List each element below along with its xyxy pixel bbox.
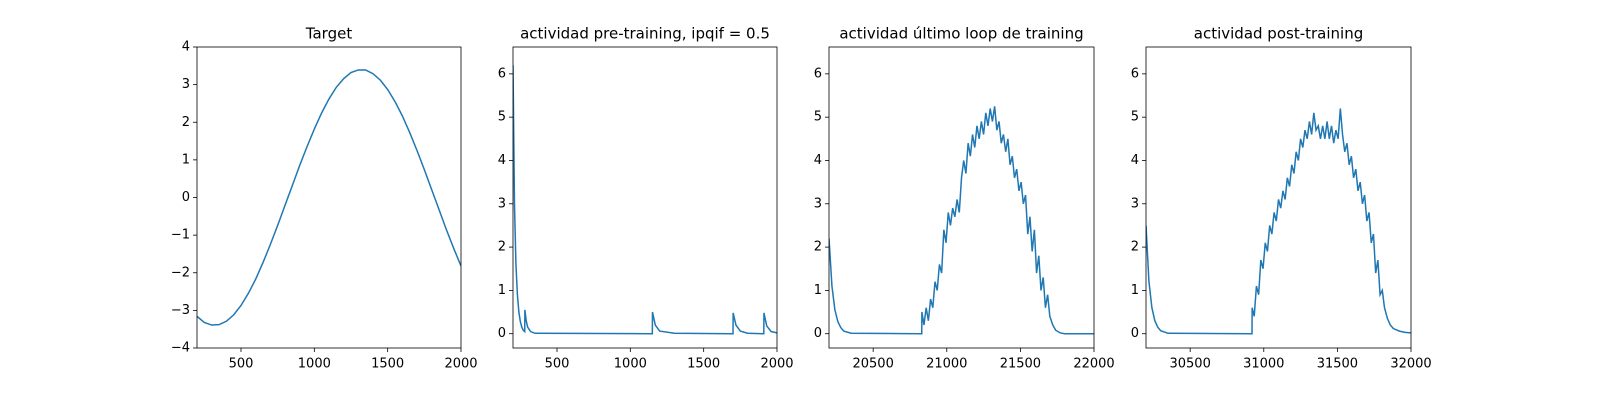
x-tick-label: 500	[545, 357, 570, 372]
axes-frame	[196, 46, 462, 349]
y-tick-label: 1	[182, 152, 190, 167]
y-tick-label: 0	[182, 190, 190, 205]
y-tick-label: 6	[1131, 66, 1139, 81]
chart-title: actividad último loop de training	[839, 25, 1083, 43]
y-tick-label: 3	[1131, 196, 1139, 211]
y-tick-label: 4	[814, 153, 822, 168]
y-tick-label: 1	[814, 283, 822, 298]
y-tick-label: 3	[182, 77, 190, 92]
data-line	[829, 106, 1094, 335]
y-tick-label: 2	[814, 240, 822, 255]
y-tick-label: 1	[1131, 283, 1139, 298]
x-tick-label: 20500	[852, 357, 893, 372]
y-tick-label: 0	[498, 326, 506, 341]
y-tick-label: 0	[1131, 326, 1139, 341]
y-tick-label: 6	[814, 66, 822, 81]
x-tick-label: 2000	[444, 357, 477, 372]
y-tick-label: −4	[171, 341, 190, 356]
data-line	[1146, 108, 1411, 335]
data-line	[513, 65, 777, 335]
y-tick-label: 1	[498, 283, 506, 298]
y-tick-label: 2	[498, 240, 506, 255]
chart-title: actividad post-training	[1194, 25, 1363, 43]
axes-frame	[1145, 46, 1412, 349]
chart-title: Target	[305, 25, 353, 43]
y-tick-label: 2	[1131, 240, 1139, 255]
x-tick-label: 30500	[1169, 357, 1210, 372]
y-tick-label: −3	[171, 303, 190, 318]
y-tick-label: 5	[1131, 110, 1139, 125]
y-tick-label: 0	[814, 326, 822, 341]
y-tick-label: 5	[814, 110, 822, 125]
x-tick-label: 1000	[614, 357, 647, 372]
y-tick-label: 4	[498, 153, 506, 168]
x-tick-label: 1500	[371, 357, 404, 372]
y-tick-label: 4	[1131, 153, 1139, 168]
x-tick-label: 31500	[1317, 357, 1358, 372]
x-tick-label: 500	[229, 357, 254, 372]
x-tick-label: 1000	[298, 357, 331, 372]
y-tick-label: 4	[182, 40, 190, 55]
x-tick-label: 2000	[760, 357, 793, 372]
y-tick-label: −1	[171, 228, 190, 243]
x-tick-label: 22000	[1073, 357, 1114, 372]
chart-title: actividad pre-training, ipqif = 0.5	[520, 25, 770, 43]
x-tick-label: 32000	[1390, 357, 1431, 372]
x-tick-label: 31000	[1243, 357, 1284, 372]
x-tick-label: 1500	[687, 357, 720, 372]
y-tick-label: 6	[498, 66, 506, 81]
y-tick-label: 5	[498, 110, 506, 125]
y-tick-label: 3	[814, 196, 822, 211]
data-line	[197, 69, 461, 326]
y-tick-label: 3	[498, 196, 506, 211]
x-tick-label: 21000	[926, 357, 967, 372]
y-tick-label: −2	[171, 265, 190, 280]
axes-frame	[828, 46, 1095, 349]
x-tick-label: 21500	[1000, 357, 1041, 372]
y-tick-label: 2	[182, 115, 190, 130]
axes-frame	[512, 46, 778, 349]
